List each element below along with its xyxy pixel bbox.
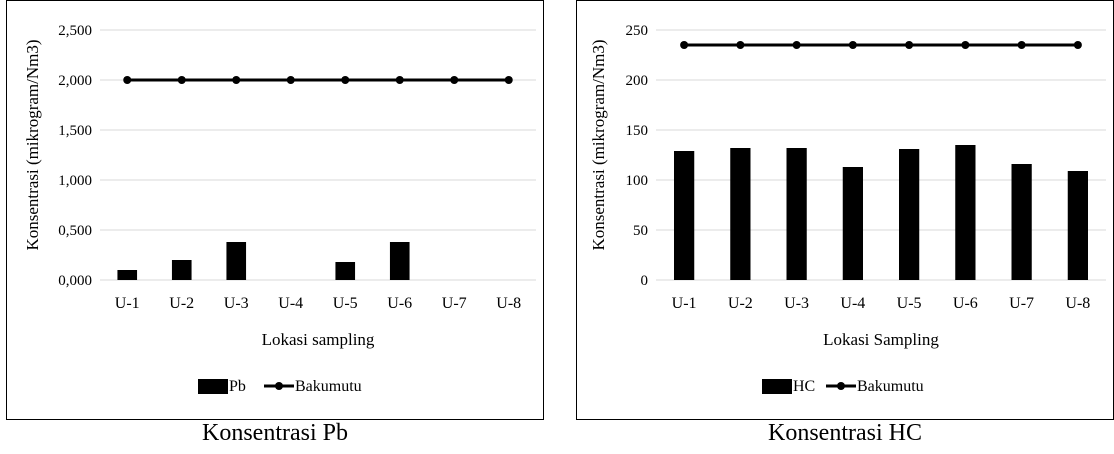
bar-pb <box>171 260 192 280</box>
legend-label-line: Bakumutu <box>295 378 362 395</box>
legend-label-bar: HC <box>793 378 815 395</box>
chart-panel-pb: 0,000 0,500 1,000 1,500 2,000 2,500 U-1 U-2 U-3 U… <box>6 0 544 420</box>
x-axis-label: Lokasi sampling <box>262 330 375 349</box>
bakumutu-point <box>286 76 295 84</box>
legend-swatch-marker <box>275 382 283 390</box>
bakumutu-point <box>395 76 404 84</box>
bar-hc <box>899 149 920 280</box>
y-tick-label: 250 <box>626 23 649 39</box>
y-tick-label: 100 <box>626 173 649 189</box>
y-tick-label: 50 <box>633 223 648 239</box>
x-tick-label: U-5 <box>897 295 922 312</box>
bar-pb <box>389 242 410 280</box>
bar-hc <box>786 148 807 280</box>
bakumutu-point <box>1073 41 1082 49</box>
bar-hc <box>730 148 751 280</box>
x-tick-label: U-4 <box>278 295 303 312</box>
bar-hc <box>1067 171 1088 280</box>
bar-pb <box>117 270 138 280</box>
bakumutu-point <box>450 76 459 84</box>
legend-swatch-bar <box>198 379 228 394</box>
y-tick-label: 1,000 <box>58 173 92 189</box>
x-tick-label: U-7 <box>442 295 467 312</box>
bakumutu-point <box>905 41 914 49</box>
y-tick-label: 0 <box>641 273 649 289</box>
bar-hc <box>842 167 863 280</box>
bakumutu-point <box>736 41 745 49</box>
x-tick-label: U-3 <box>784 295 809 312</box>
legend-label-bar: Pb <box>229 378 246 395</box>
bakumutu-point <box>177 76 186 84</box>
y-tick-label: 1,500 <box>58 123 92 139</box>
y-tick-label: 2,000 <box>58 73 92 89</box>
bakumutu-point <box>848 41 857 49</box>
caption-hc: Konsentrasi HC <box>768 420 922 446</box>
x-tick-label: U-2 <box>728 295 753 312</box>
x-tick-label: U-4 <box>840 295 865 312</box>
bakumutu-point <box>680 41 689 49</box>
bakumutu-point <box>1017 41 1026 49</box>
bakumutu-point <box>961 41 970 49</box>
y-tick-label: 150 <box>626 123 649 139</box>
bakumutu-point <box>792 41 801 49</box>
bar-hc <box>674 151 695 280</box>
x-tick-label: U-8 <box>1065 295 1090 312</box>
x-tick-label: U-6 <box>953 295 978 312</box>
bar-hc <box>1011 164 1032 280</box>
chart-panel-hc: 0 50 100 150 200 250 U-1 U-2 U-3 U-4 U-5 U-6 U-7 U-8 L… <box>576 0 1114 420</box>
y-tick-label: 200 <box>626 73 649 89</box>
bar-pb <box>226 242 247 280</box>
bakumutu-point <box>232 76 241 84</box>
x-axis-label: Lokasi Sampling <box>823 330 939 349</box>
x-tick-label: U-8 <box>496 295 521 312</box>
caption-pb: Konsentrasi Pb <box>202 420 348 446</box>
chart-hc: 0 50 100 150 200 250 U-1 U-2 U-3 U-4 U-5 U-6 U-7 U-8 L… <box>576 0 1114 420</box>
x-tick-label: U-1 <box>672 295 697 312</box>
bar-pb <box>335 262 356 280</box>
y-tick-label: 0,500 <box>58 223 92 239</box>
x-tick-label: U-2 <box>169 295 194 312</box>
legend-swatch-marker <box>837 382 845 390</box>
x-tick-label: U-3 <box>224 295 249 312</box>
bakumutu-point <box>123 76 132 84</box>
chart-pb: 0,000 0,500 1,000 1,500 2,000 2,500 U-1 U-2 U-3 U… <box>6 0 544 420</box>
chart-border <box>6 0 544 420</box>
y-tick-label: 2,500 <box>58 23 92 39</box>
x-tick-label: U-1 <box>115 295 140 312</box>
y-axis-label: Konsentrasi (mikrogram/Nm3) <box>589 39 608 250</box>
x-tick-label: U-6 <box>387 295 412 312</box>
x-tick-label: U-7 <box>1009 295 1034 312</box>
legend-swatch-bar <box>762 379 792 394</box>
y-tick-label: 0,000 <box>58 273 92 289</box>
y-axis-label: Konsentrasi (mikrogram/Nm3) <box>23 39 42 250</box>
legend-label-line: Bakumutu <box>857 378 924 395</box>
x-tick-label: U-5 <box>333 295 358 312</box>
bar-hc <box>955 145 976 280</box>
bakumutu-point <box>504 76 513 84</box>
bakumutu-point <box>341 76 350 84</box>
